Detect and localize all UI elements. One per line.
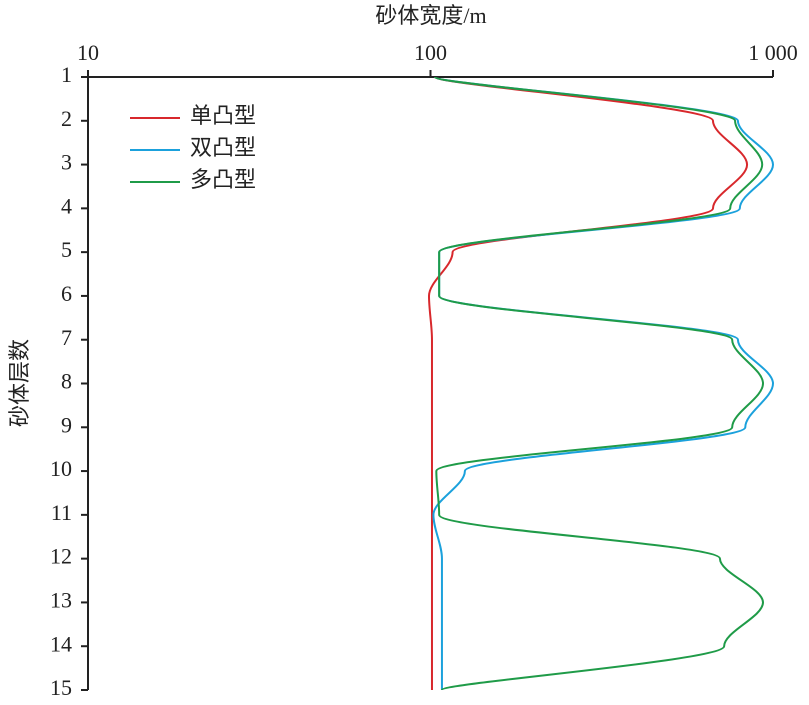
y-tick-label: 6	[61, 281, 72, 306]
x-tick-label: 1 000	[748, 40, 798, 65]
y-tick-label: 8	[61, 369, 72, 394]
y-tick-label: 4	[61, 193, 72, 218]
legend-label: 双凸型	[190, 135, 256, 160]
y-tick-label: 10	[50, 456, 72, 481]
legend-label: 单凸型	[190, 103, 256, 128]
y-tick-label: 5	[61, 237, 72, 262]
x-tick-label: 10	[77, 40, 99, 65]
y-tick-label: 13	[50, 587, 72, 612]
y-tick-label: 3	[61, 150, 72, 175]
x-tick-label: 100	[414, 40, 447, 65]
y-tick-label: 11	[51, 500, 72, 525]
y-tick-label: 14	[50, 631, 72, 656]
y-tick-label: 9	[61, 412, 72, 437]
series-line	[433, 76, 765, 691]
y-tick-label: 7	[61, 325, 72, 350]
legend-label: 多凸型	[190, 167, 256, 192]
y-axis-label: 砂体层数	[7, 339, 32, 427]
y-tick-label: 15	[50, 675, 72, 700]
series-line	[428, 76, 749, 690]
y-tick-label: 1	[61, 62, 72, 87]
y-tick-label: 12	[50, 544, 72, 569]
series-line	[432, 76, 775, 690]
x-axis-label: 砂体宽度/m	[375, 3, 486, 28]
y-tick-label: 2	[61, 106, 72, 131]
